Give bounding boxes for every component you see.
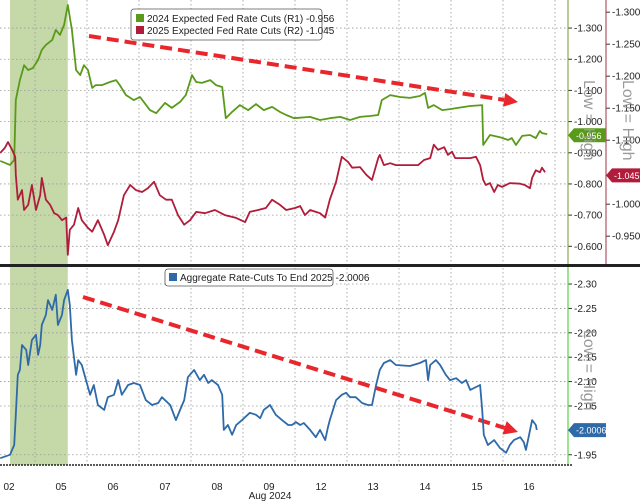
r1-axis-tick-label: -1.200 <box>574 55 603 66</box>
x-tick-label: 07 <box>159 482 171 493</box>
r2-axis-tick-label: -1.150 <box>612 104 640 115</box>
r1-axis-tick-label: -1.300 <box>574 24 603 35</box>
axis-note-r1: Low = High <box>580 80 597 161</box>
svg-text:Aggregate Rate-Cuts To End 202: Aggregate Rate-Cuts To End 2025 -2.0006 <box>180 273 370 284</box>
r1-axis-tick-label: -1.000 <box>574 117 603 128</box>
axis-note-r2: Low = High <box>619 80 636 161</box>
x-tick-label: 05 <box>55 482 67 493</box>
trend-arrow-line <box>82 295 506 430</box>
aggregate-last-value-tag-label: -2.0006 <box>576 426 607 436</box>
legend-swatch-2024 <box>136 14 144 22</box>
r1-axis-tick-label: -0.600 <box>574 242 603 253</box>
r2-last-value-tag-label: -1.045 <box>614 171 640 181</box>
aggregate-axis-tick-label: -2.10 <box>574 377 597 388</box>
legend-label-2025: 2025 Expected Fed Rate Cuts (R2) <box>147 26 303 37</box>
r1-last-value-tag <box>568 128 606 143</box>
r2-axis-tick-label: -1.300 <box>612 8 640 19</box>
legend-swatch-aggregate <box>169 273 177 281</box>
series-lines <box>0 4 548 460</box>
svg-text:2024 Expected Fed Rate Cuts (R: 2024 Expected Fed Rate Cuts (R1) -0.956 <box>147 14 335 25</box>
series-line-2024-expected-fed-rate-cuts-r1- <box>0 4 548 166</box>
fed-shaded-region <box>10 265 68 465</box>
x-tick-label: 06 <box>107 482 119 493</box>
series-line-2025-expected-fed-rate-cuts-r2- <box>0 141 546 256</box>
r1-axis-tick-label: -0.800 <box>574 179 603 190</box>
r2-axis-tick-label: -1.200 <box>612 72 640 83</box>
aggregate-axis-tick-label: -2.30 <box>574 280 597 291</box>
legend-bottom: Aggregate Rate-Cuts To End 2025 -2.0006 <box>164 268 370 287</box>
x-tick-label: 02 <box>3 482 15 493</box>
r1-axis-tick-label: -0.700 <box>574 211 603 222</box>
trend-arrows <box>82 34 518 435</box>
fed-shaded-region <box>10 0 68 265</box>
panel-divider <box>0 264 640 267</box>
legend-top: 2024 Expected Fed Rate Cuts (R1) -0.956 … <box>130 8 335 41</box>
r2-axis-tick-label: -1.250 <box>612 40 640 51</box>
x-tick-label: 16 <box>523 482 535 493</box>
shaded-region <box>10 0 68 465</box>
r2-last-value-tag <box>606 168 640 183</box>
legend-label-aggregate: Aggregate Rate-Cuts To End 2025 <box>180 273 333 284</box>
legend-label-2024: 2024 Expected Fed Rate Cuts (R1) <box>147 14 303 25</box>
aggregate-axis-tick-label: -2.20 <box>574 328 597 339</box>
r2-axis-tick-label: -1.000 <box>612 200 640 211</box>
aggregate-axis-tick-label: -1.95 <box>574 450 597 461</box>
r2-axis-tick-label: -1.100 <box>612 136 640 147</box>
aggregate-axis-tick-label: -2.25 <box>574 304 597 315</box>
x-tick-label: 08 <box>211 482 223 493</box>
legend-value-2025: -1.045 <box>306 26 335 37</box>
r2-axis-tick-label: -0.950 <box>612 232 640 243</box>
svg-text:2025 Expected Fed Rate Cuts (R: 2025 Expected Fed Rate Cuts (R2) -1.045 <box>147 26 335 37</box>
aggregate-axis-tick-label: -2.15 <box>574 353 597 364</box>
x-tick-label: 14 <box>419 482 431 493</box>
trend-arrow-head <box>502 421 518 435</box>
r1-axis-tick-label: -1.100 <box>574 86 603 97</box>
x-tick-label: 15 <box>471 482 483 493</box>
axis-note-bottom: Low = High <box>580 330 597 411</box>
legend-value-aggregate: -2.0006 <box>335 273 369 284</box>
aggregate-last-value-tag <box>568 423 606 438</box>
x-tick-label: 09 <box>263 482 275 493</box>
r1-last-value-tag-label: -0.956 <box>576 131 602 141</box>
r1-axis-tick-label: -0.900 <box>574 148 603 159</box>
series-line-aggregate-rate-cuts-to-end-2025 <box>0 289 538 460</box>
x-axis-title: Aug 2024 <box>249 491 292 501</box>
x-tick-label: 13 <box>367 482 379 493</box>
x-tick-label: 12 <box>315 482 327 493</box>
gridlines <box>0 0 568 465</box>
trend-arrow-line <box>88 34 505 102</box>
trend-arrow-head <box>503 92 518 107</box>
aggregate-axis-tick-label: -2.05 <box>574 401 597 412</box>
legend-swatch-2025 <box>136 26 144 34</box>
legend-value-2024: -0.956 <box>306 14 335 25</box>
